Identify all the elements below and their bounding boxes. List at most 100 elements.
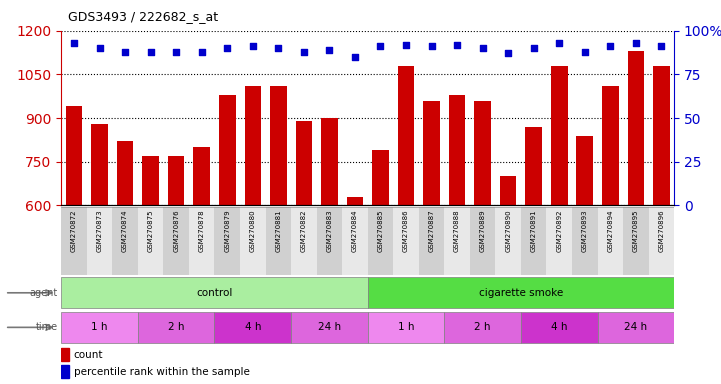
- Text: GSM270883: GSM270883: [327, 209, 332, 252]
- Point: [477, 45, 488, 51]
- Point: [145, 49, 156, 55]
- Bar: [448, 95, 465, 205]
- Point: [554, 40, 565, 46]
- Text: 1 h: 1 h: [398, 322, 415, 333]
- Bar: [291, 207, 317, 275]
- Bar: [623, 207, 649, 275]
- Bar: [189, 207, 215, 275]
- Bar: [495, 207, 521, 275]
- Bar: [368, 312, 444, 343]
- Text: agent: agent: [30, 288, 58, 298]
- Text: GSM270894: GSM270894: [607, 209, 614, 252]
- Bar: [138, 207, 164, 275]
- Bar: [444, 207, 470, 275]
- Text: 4 h: 4 h: [244, 322, 261, 333]
- Text: GSM270892: GSM270892: [556, 209, 562, 252]
- Point: [196, 49, 208, 55]
- Text: GSM270891: GSM270891: [531, 209, 536, 252]
- Bar: [547, 207, 572, 275]
- Text: GSM270889: GSM270889: [479, 209, 486, 252]
- Text: percentile rank within the sample: percentile rank within the sample: [74, 367, 249, 377]
- Bar: [244, 86, 261, 205]
- Bar: [372, 150, 389, 205]
- Bar: [219, 95, 236, 205]
- Text: GSM270875: GSM270875: [148, 209, 154, 252]
- Text: GSM270896: GSM270896: [658, 209, 664, 252]
- Bar: [368, 277, 674, 308]
- Point: [247, 43, 259, 50]
- Bar: [215, 312, 291, 343]
- Bar: [419, 207, 444, 275]
- Text: GSM270881: GSM270881: [275, 209, 281, 252]
- Text: GSM270878: GSM270878: [199, 209, 205, 252]
- Bar: [521, 207, 547, 275]
- Point: [120, 49, 131, 55]
- Bar: [61, 312, 138, 343]
- Bar: [138, 312, 215, 343]
- Text: GSM270876: GSM270876: [173, 209, 180, 252]
- Bar: [61, 348, 69, 361]
- Text: 24 h: 24 h: [624, 322, 647, 333]
- Bar: [270, 86, 287, 205]
- Point: [170, 49, 182, 55]
- Point: [349, 54, 360, 60]
- Text: GSM270872: GSM270872: [71, 209, 77, 252]
- Bar: [240, 207, 265, 275]
- Text: 2 h: 2 h: [168, 322, 185, 333]
- Text: GSM270885: GSM270885: [378, 209, 384, 252]
- Text: GSM270880: GSM270880: [249, 209, 256, 252]
- Point: [400, 41, 412, 48]
- Bar: [423, 101, 440, 205]
- Point: [273, 45, 284, 51]
- Bar: [649, 207, 674, 275]
- Point: [630, 40, 642, 46]
- Text: 1 h: 1 h: [92, 322, 108, 333]
- Bar: [317, 207, 342, 275]
- Point: [579, 49, 590, 55]
- Bar: [117, 141, 133, 205]
- Point: [375, 43, 386, 50]
- Bar: [521, 312, 598, 343]
- Point: [298, 49, 309, 55]
- Bar: [265, 207, 291, 275]
- Bar: [474, 101, 491, 205]
- Text: cigarette smoke: cigarette smoke: [479, 288, 563, 298]
- Text: 2 h: 2 h: [474, 322, 491, 333]
- Text: GSM270874: GSM270874: [122, 209, 128, 252]
- Bar: [66, 106, 82, 205]
- Text: GSM270873: GSM270873: [97, 209, 102, 252]
- Point: [324, 47, 335, 53]
- Bar: [87, 207, 112, 275]
- Bar: [291, 312, 368, 343]
- Bar: [598, 207, 623, 275]
- Point: [528, 45, 539, 51]
- Text: GSM270890: GSM270890: [505, 209, 511, 252]
- Point: [94, 45, 105, 51]
- Bar: [92, 124, 108, 205]
- Text: GSM270893: GSM270893: [582, 209, 588, 252]
- Bar: [347, 197, 363, 205]
- Text: GSM270887: GSM270887: [428, 209, 435, 252]
- Bar: [112, 207, 138, 275]
- Bar: [168, 156, 185, 205]
- Point: [604, 43, 616, 50]
- Bar: [653, 66, 670, 205]
- Bar: [398, 66, 415, 205]
- Text: GSM270879: GSM270879: [224, 209, 230, 252]
- Point: [68, 40, 80, 46]
- Bar: [142, 156, 159, 205]
- Text: GSM270886: GSM270886: [403, 209, 409, 252]
- Bar: [164, 207, 189, 275]
- Bar: [368, 207, 393, 275]
- Bar: [321, 118, 337, 205]
- Bar: [577, 136, 593, 205]
- Bar: [627, 51, 644, 205]
- Point: [655, 43, 667, 50]
- Bar: [598, 312, 674, 343]
- Bar: [342, 207, 368, 275]
- Text: control: control: [196, 288, 233, 298]
- Bar: [193, 147, 210, 205]
- Text: GSM270888: GSM270888: [454, 209, 460, 252]
- Point: [503, 50, 514, 56]
- Bar: [602, 86, 619, 205]
